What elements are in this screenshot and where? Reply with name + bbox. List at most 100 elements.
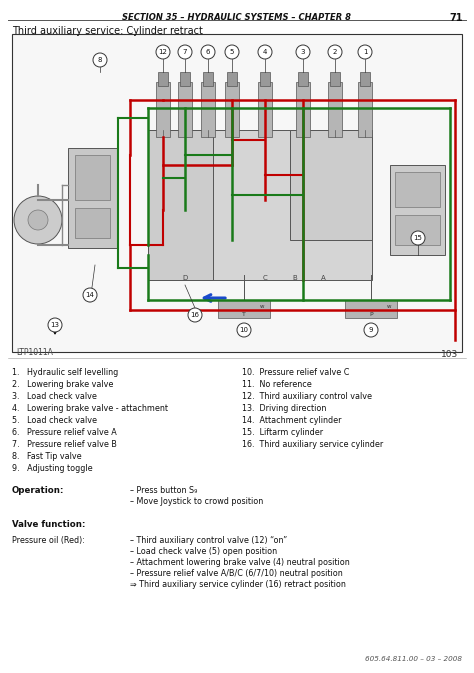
Bar: [330, 72, 340, 86]
Bar: [158, 72, 168, 86]
Text: 4.   Lowering brake valve - attachment: 4. Lowering brake valve - attachment: [12, 404, 168, 413]
Text: – Move Joystick to crowd position: – Move Joystick to crowd position: [130, 497, 263, 506]
Text: 16.  Third auxiliary service cylinder: 16. Third auxiliary service cylinder: [242, 440, 383, 449]
Text: 12.  Third auxiliary control valve: 12. Third auxiliary control valve: [242, 392, 372, 401]
Text: 16: 16: [191, 312, 200, 318]
Text: 8: 8: [98, 57, 102, 63]
Bar: [290, 130, 372, 240]
Circle shape: [178, 45, 192, 59]
Text: 2: 2: [333, 49, 337, 55]
Circle shape: [358, 45, 372, 59]
Bar: [148, 130, 372, 280]
Text: 7.   Pressure relief valve B: 7. Pressure relief valve B: [12, 440, 117, 449]
Bar: [227, 72, 237, 86]
Text: Operation:: Operation:: [12, 486, 64, 495]
Text: Pressure oil (Red):: Pressure oil (Red):: [12, 536, 85, 545]
Circle shape: [225, 45, 239, 59]
Circle shape: [156, 45, 170, 59]
Text: D: D: [182, 275, 188, 281]
Circle shape: [201, 45, 215, 59]
Bar: [345, 300, 397, 318]
Circle shape: [83, 288, 97, 302]
Text: T: T: [242, 312, 246, 318]
Bar: [203, 72, 213, 86]
Circle shape: [258, 45, 272, 59]
Text: – Third auxiliary control valve (12) “on”: – Third auxiliary control valve (12) “on…: [130, 536, 287, 545]
Text: 3.   Load check valve: 3. Load check valve: [12, 392, 97, 401]
Bar: [180, 72, 190, 86]
Text: B: B: [292, 275, 297, 281]
Bar: [296, 82, 310, 137]
Circle shape: [93, 53, 107, 67]
Bar: [358, 82, 372, 137]
Circle shape: [411, 231, 425, 245]
Text: 11.  No reference: 11. No reference: [242, 380, 312, 389]
Text: – Press button S₉: – Press button S₉: [130, 486, 197, 495]
Bar: [298, 72, 308, 86]
Text: 605.64.811.00 – 03 – 2008: 605.64.811.00 – 03 – 2008: [365, 656, 462, 662]
Text: 10: 10: [239, 327, 248, 333]
Text: 4: 4: [263, 49, 267, 55]
Text: 71: 71: [449, 13, 463, 23]
Text: C: C: [263, 275, 267, 281]
Circle shape: [364, 323, 378, 337]
Bar: [390, 165, 445, 255]
Circle shape: [188, 308, 202, 322]
Text: 12: 12: [159, 49, 167, 55]
Bar: [12, 34, 462, 352]
Circle shape: [14, 196, 62, 244]
Bar: [201, 82, 215, 137]
Text: 6: 6: [206, 49, 210, 55]
Text: – Pressure relief valve A/B/C (6/7/10) neutral position: – Pressure relief valve A/B/C (6/7/10) n…: [130, 569, 343, 578]
Circle shape: [48, 318, 62, 332]
Text: 103: 103: [441, 350, 458, 359]
Text: w: w: [387, 304, 391, 310]
Text: Valve function:: Valve function:: [12, 520, 85, 529]
Bar: [218, 300, 270, 318]
Bar: [68, 148, 118, 248]
Circle shape: [296, 45, 310, 59]
Text: 13.  Driving direction: 13. Driving direction: [242, 404, 327, 413]
Text: P: P: [369, 312, 373, 318]
Bar: [328, 82, 342, 137]
Text: 1.   Hydraulic self levelling: 1. Hydraulic self levelling: [12, 368, 118, 377]
Text: 1: 1: [363, 49, 367, 55]
Circle shape: [28, 210, 48, 230]
Text: 6.   Pressure relief valve A: 6. Pressure relief valve A: [12, 428, 117, 437]
Bar: [178, 82, 192, 137]
Text: ⇒ Third auxiliary service cylinder (16) retract position: ⇒ Third auxiliary service cylinder (16) …: [130, 580, 346, 589]
Circle shape: [328, 45, 342, 59]
Text: w: w: [260, 304, 264, 310]
Text: 5: 5: [230, 49, 234, 55]
Text: 9: 9: [369, 327, 373, 333]
Text: 5.   Load check valve: 5. Load check valve: [12, 416, 97, 425]
Text: SECTION 35 – HYDRAULIC SYSTEMS – CHAPTER 8: SECTION 35 – HYDRAULIC SYSTEMS – CHAPTER…: [122, 13, 352, 22]
Text: Third auxiliary service: Cylinder retract: Third auxiliary service: Cylinder retrac…: [12, 26, 203, 36]
Text: 10.  Pressure relief valve C: 10. Pressure relief valve C: [242, 368, 349, 377]
Bar: [75, 155, 110, 200]
Text: 15: 15: [413, 235, 422, 241]
Text: 15.  Liftarm cylinder: 15. Liftarm cylinder: [242, 428, 323, 437]
Text: A: A: [320, 275, 325, 281]
Text: 7: 7: [183, 49, 187, 55]
Text: 13: 13: [51, 322, 60, 328]
Text: 14: 14: [86, 292, 94, 298]
Bar: [260, 72, 270, 86]
Bar: [75, 208, 110, 238]
Bar: [225, 82, 239, 137]
Text: LTP1011A: LTP1011A: [16, 348, 53, 357]
Text: – Attachment lowering brake valve (4) neutral position: – Attachment lowering brake valve (4) ne…: [130, 558, 350, 567]
Text: 14.  Attachment cylinder: 14. Attachment cylinder: [242, 416, 341, 425]
Bar: [258, 82, 272, 137]
Text: 3: 3: [301, 49, 305, 55]
Text: – Load check valve (5) open position: – Load check valve (5) open position: [130, 547, 277, 556]
Text: 8.   Fast Tip valve: 8. Fast Tip valve: [12, 452, 82, 461]
Text: 9.   Adjusting toggle: 9. Adjusting toggle: [12, 464, 92, 473]
Bar: [360, 72, 370, 86]
Circle shape: [237, 323, 251, 337]
Bar: [395, 172, 440, 207]
Text: 2.   Lowering brake valve: 2. Lowering brake valve: [12, 380, 113, 389]
Bar: [148, 130, 213, 280]
Bar: [395, 215, 440, 245]
Bar: [156, 82, 170, 137]
